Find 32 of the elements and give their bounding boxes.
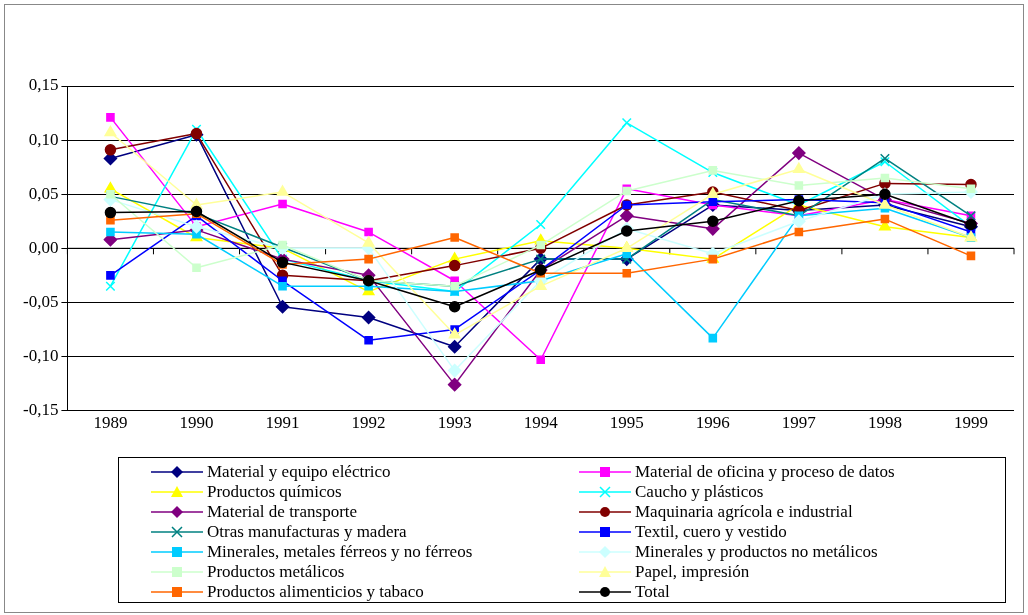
y-tick-label: 0,15 [28,75,59,95]
y-tick-label: 0,10 [28,129,59,149]
legend-label: Caucho y plásticos [635,482,764,502]
legend-label: Otras manufacturas y madera [207,522,407,542]
x-tick-label: 1995 [609,413,644,433]
legend-label: Productos alimenticios y tabaco [207,582,424,602]
x-tick-label: 1998 [867,413,902,433]
x-tick-label: 1992 [351,413,386,433]
legend-label: Total [635,582,670,602]
legend-label: Material de transporte [207,502,358,522]
legend-label: Productos metálicos [207,562,345,582]
legend-label: Productos químicos [207,482,342,502]
legend-label: Material y equipo eléctrico [207,462,391,482]
x-tick-label: 1993 [437,413,472,433]
x-tick-label: 1999 [953,413,988,433]
x-tick-label: 1996 [695,413,730,433]
legend-label: Papel, impresión [635,562,750,582]
x-tick-label: 1994 [523,413,559,433]
y-tick-label: 0,00 [28,237,59,257]
legend-label: Minerales y productos no metálicos [635,542,878,562]
x-tick-label: 1990 [179,413,214,433]
y-tick-label: -0,10 [22,345,59,365]
legend-label: Material de oficina y proceso de datos [635,462,895,482]
legend-label: Maquinaria agrícola e industrial [635,502,853,522]
x-tick-label: 1991 [265,413,300,433]
y-tick-label: 0,05 [28,183,59,203]
legend-label: Textil, cuero y vestido [635,522,787,542]
legend-label: Minerales, metales férreos y no férreos [207,542,473,562]
x-tick-label: 1989 [93,413,128,433]
y-tick-label: -0,15 [22,400,59,420]
x-tick-label: 1997 [781,413,817,433]
y-tick-label: -0,05 [22,291,59,311]
